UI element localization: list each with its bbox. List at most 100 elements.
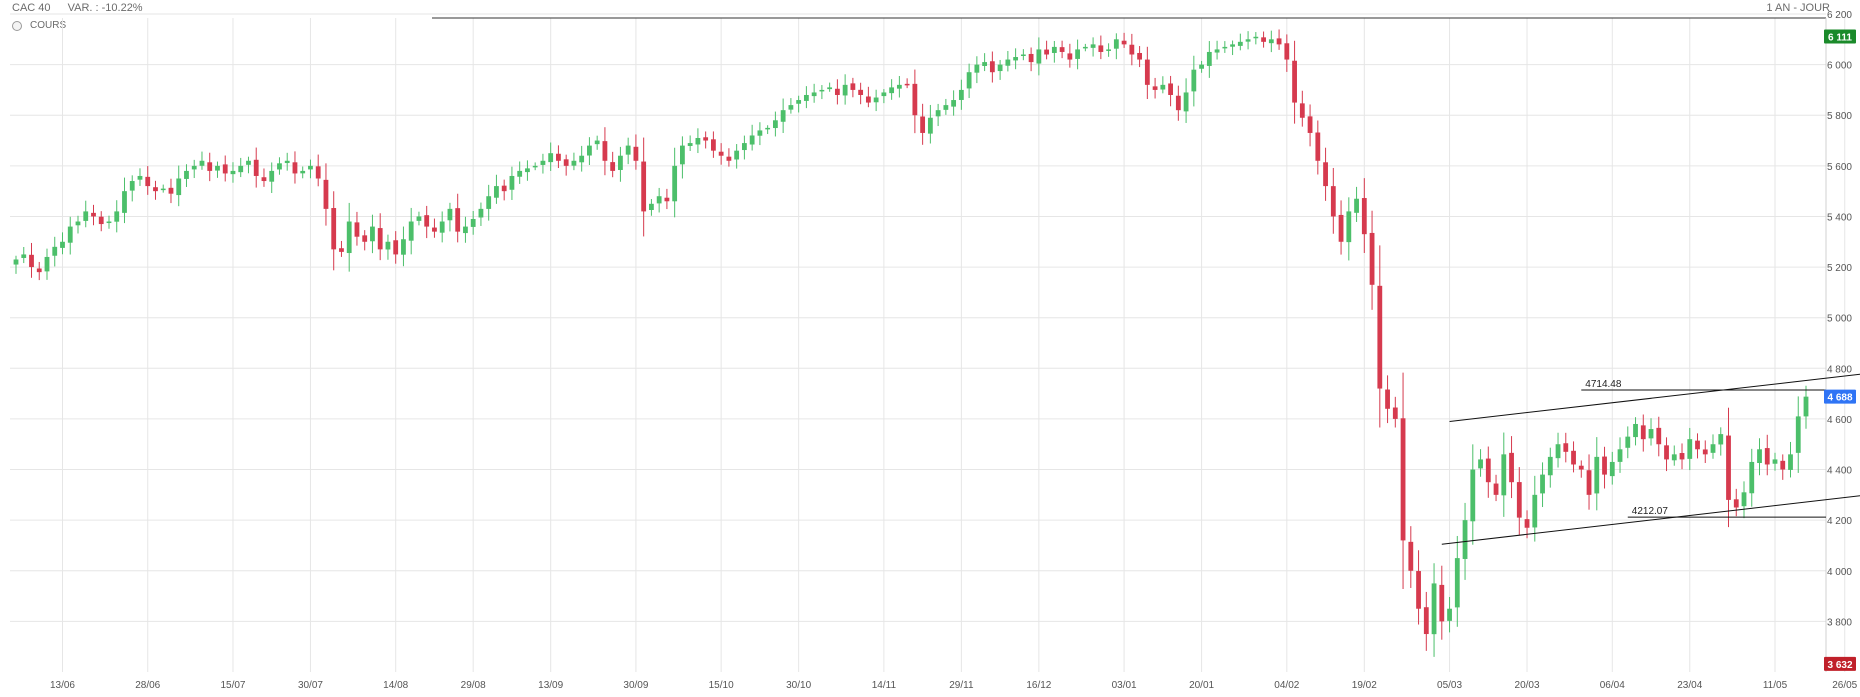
y-tick-label: 5 800 bbox=[1827, 111, 1852, 122]
candle-body bbox=[1385, 389, 1390, 409]
period-selector[interactable]: 1 AN - JOUR bbox=[1766, 2, 1830, 14]
candle-body bbox=[1323, 162, 1328, 187]
candle-body bbox=[896, 84, 902, 89]
candle-body bbox=[1431, 583, 1437, 635]
candle-body bbox=[494, 186, 499, 198]
candle-body bbox=[1640, 425, 1646, 440]
candle-body bbox=[1206, 51, 1212, 66]
candle-body bbox=[230, 170, 236, 175]
candle-body bbox=[1594, 456, 1600, 494]
candle-body bbox=[1664, 445, 1669, 460]
candle-body bbox=[943, 105, 949, 110]
candle-body bbox=[1540, 474, 1545, 494]
series-toggle-icon[interactable] bbox=[12, 20, 22, 31]
candle-body bbox=[1005, 59, 1011, 66]
candle-body bbox=[160, 188, 166, 191]
candle-body bbox=[424, 215, 430, 227]
candle-body bbox=[1284, 43, 1290, 60]
variation-text: VAR. : -10.22% bbox=[67, 2, 143, 14]
candle-body bbox=[765, 127, 771, 130]
price-badge-label: 3 632 bbox=[1827, 660, 1852, 671]
candle-body bbox=[1423, 607, 1429, 635]
candle-body bbox=[509, 175, 515, 190]
candle-body bbox=[184, 170, 189, 179]
candle-body bbox=[1369, 232, 1375, 285]
candle-body bbox=[680, 145, 685, 165]
candle-body bbox=[1400, 418, 1406, 541]
candle-body bbox=[44, 256, 50, 272]
candle-body bbox=[1268, 39, 1274, 44]
candle-body bbox=[238, 165, 244, 173]
candle-body bbox=[1648, 429, 1654, 439]
candle-body bbox=[1160, 84, 1166, 90]
candle-body bbox=[1485, 458, 1491, 483]
candle-body bbox=[912, 83, 918, 116]
candle-body bbox=[1439, 584, 1445, 622]
candle-body bbox=[1245, 39, 1251, 42]
candle-body bbox=[1586, 470, 1592, 495]
x-tick-label: 14/11 bbox=[872, 680, 897, 691]
candle-body bbox=[1044, 49, 1050, 55]
candle-body bbox=[873, 97, 879, 103]
candle-body bbox=[664, 197, 670, 202]
reference-line-label: 4212.07 bbox=[1632, 506, 1669, 517]
y-tick-label: 4 400 bbox=[1827, 466, 1852, 477]
chart-header: CAC 40 VAR. : -10.22% bbox=[12, 2, 157, 14]
y-tick-label: 4 200 bbox=[1827, 516, 1852, 527]
candle-body bbox=[60, 241, 65, 248]
candle-body bbox=[532, 165, 538, 168]
candle-body bbox=[36, 268, 42, 273]
candle-body bbox=[1106, 49, 1111, 51]
candle-body bbox=[153, 187, 158, 192]
candle-body bbox=[478, 208, 484, 218]
candle-body bbox=[52, 246, 58, 256]
candle-body bbox=[1780, 460, 1786, 470]
candle-body bbox=[920, 116, 926, 133]
candle-body bbox=[331, 208, 337, 250]
candle-body bbox=[1020, 54, 1026, 56]
candle-body bbox=[757, 130, 763, 136]
candle-body bbox=[1795, 416, 1801, 453]
candle-body bbox=[633, 146, 639, 161]
candle-body bbox=[958, 89, 964, 100]
candle-body bbox=[718, 151, 724, 156]
candle-body bbox=[540, 160, 546, 165]
candle-body bbox=[463, 226, 468, 234]
y-tick-label: 6 200 bbox=[1827, 10, 1852, 21]
candle-body bbox=[865, 96, 871, 103]
candle-body bbox=[1726, 435, 1731, 500]
candle-body bbox=[455, 208, 461, 232]
candle-body bbox=[974, 64, 980, 73]
candle-body bbox=[222, 164, 228, 174]
candle-body bbox=[1036, 49, 1042, 64]
series-legend[interactable]: COURS bbox=[12, 20, 66, 31]
candle-body bbox=[1617, 449, 1623, 462]
instrument-name: CAC 40 bbox=[12, 2, 51, 14]
candle-body bbox=[881, 92, 887, 97]
candle-body bbox=[1199, 64, 1204, 69]
candle-body bbox=[1757, 449, 1762, 464]
candle-body bbox=[726, 156, 732, 161]
candle-body bbox=[292, 162, 298, 174]
candle-body bbox=[1602, 456, 1607, 475]
candle-body bbox=[858, 89, 864, 95]
candle-body bbox=[1702, 449, 1708, 455]
candle-body bbox=[935, 110, 941, 117]
candle-body bbox=[1609, 461, 1615, 477]
candle-body bbox=[687, 143, 693, 146]
candle-body bbox=[904, 83, 910, 86]
candle-body bbox=[1168, 83, 1173, 95]
candle-body bbox=[1230, 44, 1235, 47]
candle-body bbox=[966, 72, 972, 89]
candle-body bbox=[1051, 46, 1057, 53]
candle-body bbox=[1516, 482, 1522, 518]
chart-grid bbox=[10, 13, 1846, 672]
candle-body bbox=[1253, 36, 1259, 39]
candle-body bbox=[811, 92, 817, 97]
price-badge-low bbox=[1824, 656, 1856, 671]
candle-body bbox=[199, 160, 205, 166]
candle-body bbox=[215, 165, 220, 171]
candle-body bbox=[997, 64, 1003, 72]
candle-body bbox=[1090, 44, 1096, 48]
